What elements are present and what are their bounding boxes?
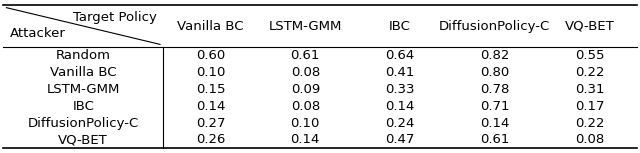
Text: IBC: IBC: [389, 20, 411, 32]
Text: 0.14: 0.14: [291, 134, 320, 146]
Text: 0.22: 0.22: [575, 117, 604, 130]
Text: LSTM-GMM: LSTM-GMM: [47, 83, 120, 96]
Text: 0.61: 0.61: [291, 49, 320, 62]
Text: 0.14: 0.14: [385, 100, 415, 113]
Text: 0.55: 0.55: [575, 49, 604, 62]
Text: 0.33: 0.33: [385, 83, 415, 96]
Text: 0.22: 0.22: [575, 66, 604, 79]
Text: Vanilla BC: Vanilla BC: [177, 20, 244, 32]
Text: 0.10: 0.10: [291, 117, 320, 130]
Text: LSTM-GMM: LSTM-GMM: [269, 20, 342, 32]
Text: DiffusionPolicy-C: DiffusionPolicy-C: [28, 117, 139, 130]
Text: 0.10: 0.10: [196, 66, 225, 79]
Text: VQ-BET: VQ-BET: [564, 20, 614, 32]
Text: 0.47: 0.47: [385, 134, 415, 146]
Text: 0.09: 0.09: [291, 83, 320, 96]
Text: IBC: IBC: [72, 100, 94, 113]
Text: Target Policy: Target Policy: [73, 11, 157, 24]
Text: VQ-BET: VQ-BET: [58, 134, 108, 146]
Text: 0.17: 0.17: [575, 100, 604, 113]
Text: 0.08: 0.08: [291, 66, 320, 79]
Text: 0.71: 0.71: [480, 100, 509, 113]
Text: 0.41: 0.41: [385, 66, 415, 79]
Text: 0.27: 0.27: [196, 117, 225, 130]
Text: 0.15: 0.15: [196, 83, 225, 96]
Text: Attacker: Attacker: [10, 27, 65, 40]
Text: 0.64: 0.64: [385, 49, 415, 62]
Text: Random: Random: [56, 49, 111, 62]
Text: 0.61: 0.61: [480, 134, 509, 146]
Text: 0.60: 0.60: [196, 49, 225, 62]
Text: 0.08: 0.08: [291, 100, 320, 113]
Text: 0.14: 0.14: [480, 117, 509, 130]
Text: 0.14: 0.14: [196, 100, 225, 113]
Text: Vanilla BC: Vanilla BC: [50, 66, 116, 79]
Text: 0.82: 0.82: [480, 49, 509, 62]
Text: DiffusionPolicy-C: DiffusionPolicy-C: [439, 20, 550, 32]
Text: 0.78: 0.78: [480, 83, 509, 96]
Text: 0.08: 0.08: [575, 134, 604, 146]
Text: 0.26: 0.26: [196, 134, 225, 146]
Text: 0.31: 0.31: [575, 83, 604, 96]
Text: 0.80: 0.80: [480, 66, 509, 79]
Text: 0.24: 0.24: [385, 117, 415, 130]
